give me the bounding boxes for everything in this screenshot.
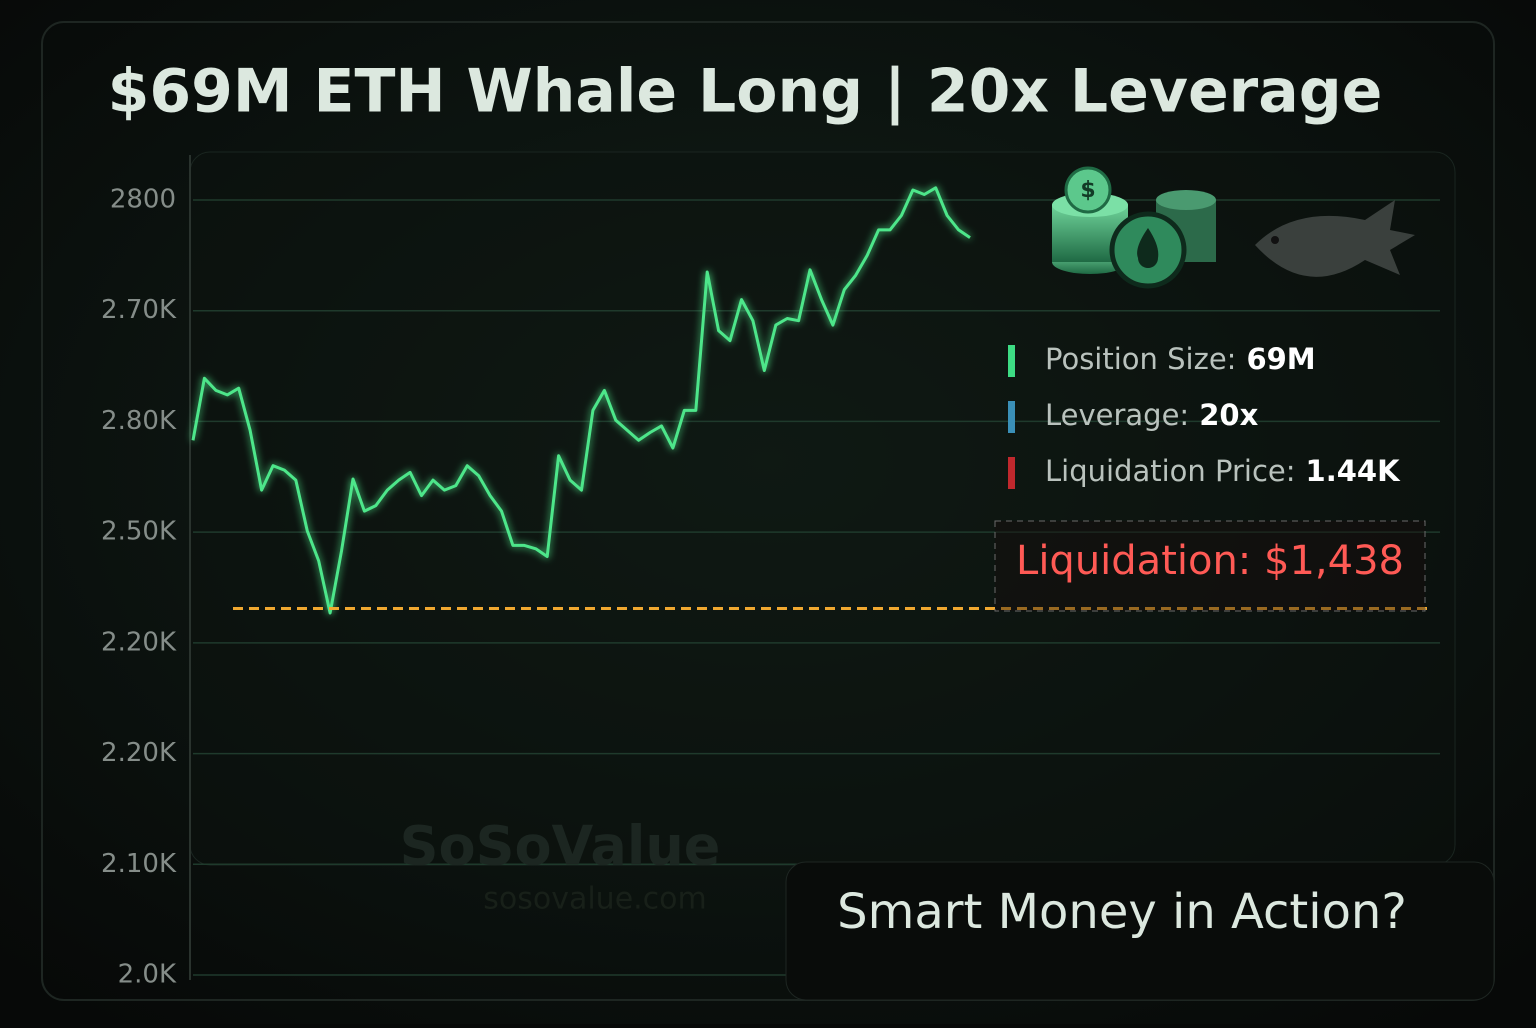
price-line	[191, 186, 971, 615]
y-tick-label: 2.80K	[101, 406, 177, 436]
legend-label: Position Size: 69M	[1045, 342, 1316, 376]
legend-label: Liquidation Price: 1.44K	[1045, 454, 1401, 488]
caption-box	[785, 861, 1495, 1001]
legend-name: Leverage:	[1045, 398, 1189, 432]
y-tick-label: 2.50K	[101, 517, 177, 547]
y-tick-label: 2.70K	[101, 295, 177, 325]
caption: Smart Money in Action?	[837, 884, 1407, 940]
y-tick-label: 2.10K	[101, 849, 177, 879]
watermark: sosovalue.com	[483, 882, 707, 917]
legend-name: Liquidation Price:	[1045, 454, 1296, 488]
legend-name: Position Size:	[1045, 342, 1236, 376]
plot-panel	[189, 151, 1456, 866]
frame	[41, 21, 1495, 1001]
legend-value: 1.44K	[1306, 454, 1402, 488]
annotation: Liquidation: $1,438	[1016, 538, 1404, 584]
y-tick-label: 2.20K	[101, 738, 177, 768]
y-tick-label: 2.0K	[118, 960, 177, 990]
legend-label: Leverage: 20x	[1045, 398, 1259, 432]
annotation-box	[994, 520, 1426, 612]
legend-swatch	[1008, 345, 1015, 377]
y-tick-label: 2800	[110, 185, 176, 215]
legend-value: 20x	[1199, 398, 1258, 432]
legend-swatch	[1008, 401, 1015, 433]
y-tick-label: 2.20K	[101, 627, 177, 657]
chart-title: $69M ETH Whale Long | 20x Leverage	[108, 57, 1383, 127]
svg-text:$: $	[1080, 178, 1095, 203]
watermark: SoSoValue	[400, 815, 721, 878]
icons: $	[1052, 166, 1415, 289]
legend: Position Size: 69M Leverage: 20x Liquidation…	[1008, 342, 1401, 489]
legend-value: 69M	[1246, 342, 1315, 376]
legend-swatch	[1008, 457, 1015, 489]
